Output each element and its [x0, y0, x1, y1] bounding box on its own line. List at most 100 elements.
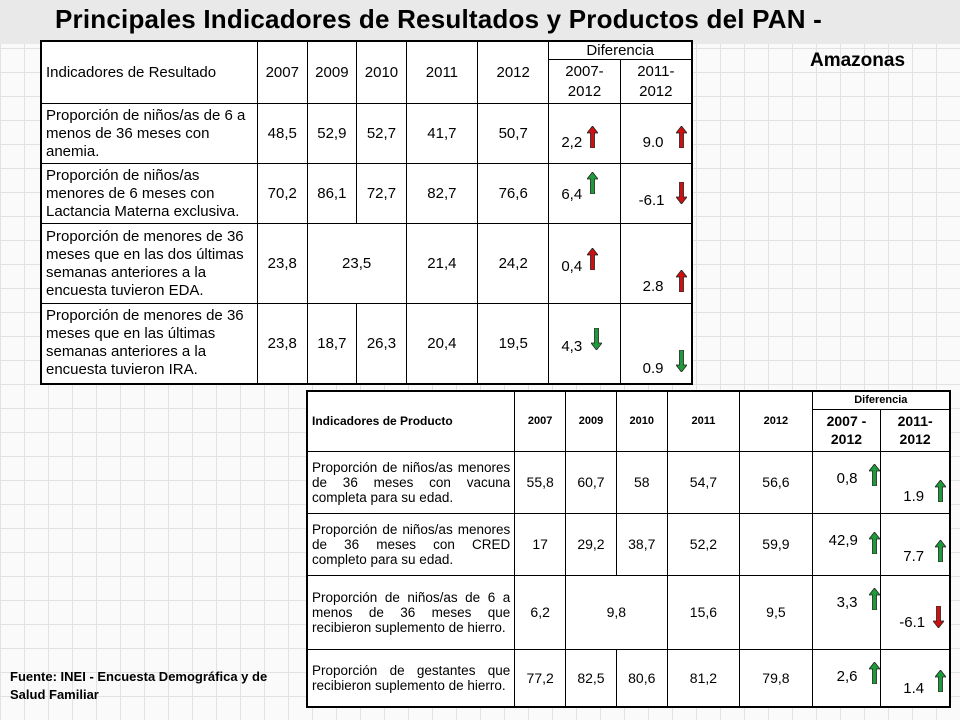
value-2007: 70,2 [256, 163, 308, 224]
up-green-icon [868, 463, 880, 486]
diff-value: 1.4 [903, 679, 925, 697]
diff-cell: 0.9 [619, 303, 693, 384]
diff-value: 0.9 [642, 360, 664, 377]
diff-value: 42,9 [828, 531, 858, 549]
value-2011: 20,4 [405, 303, 479, 384]
page-title: Principales Indicadores de Resultados y … [55, 4, 822, 34]
value-2007: 23,8 [256, 303, 308, 384]
value-2010: 52,7 [356, 103, 407, 164]
indicator-cell: Proporción de niños/as menores de 6 mese… [40, 163, 258, 224]
value-2011: 15,6 [666, 574, 741, 650]
value-2012: 19,5 [477, 303, 550, 384]
up-green-icon [935, 479, 947, 502]
header-indicator: Indicadores de Producto [306, 390, 516, 452]
diff-cell: 6,4 [548, 163, 621, 224]
value-2011: 52,2 [666, 512, 741, 576]
diff-cell: 0,4 [548, 223, 621, 304]
indicator-cell: Proporción de niños/as de 6 a menos de 3… [306, 574, 516, 650]
diff-cell: 0,8 [811, 450, 882, 514]
diff-value: 6,4 [561, 186, 583, 203]
diff-value: 2,6 [836, 667, 858, 685]
up-green-icon [868, 531, 880, 554]
diff-cell: 2,2 [548, 103, 621, 164]
value-2011: 21,4 [405, 223, 479, 304]
source-note: Fuente: INEI - Encuesta Demográfica y de… [10, 669, 268, 702]
down-red-icon [933, 605, 945, 628]
diff-cell: 9.0 [619, 103, 693, 164]
value-2011: 41,7 [405, 103, 479, 164]
value-2010: 26,3 [356, 303, 407, 384]
diff-value: 3,3 [836, 593, 858, 611]
diff-value: 1.9 [903, 487, 925, 505]
value-2009: 86,1 [306, 163, 358, 224]
indicator-cell: Proporción de menores de 36 meses que en… [40, 223, 258, 304]
value-2011: 81,2 [666, 648, 741, 708]
up-green-icon [868, 661, 880, 684]
diff-cell: 2,6 [811, 648, 882, 708]
diff-cell: -6.1 [619, 163, 693, 224]
header-diff-2011-2012: 2011- 2012 [880, 408, 951, 452]
header-2009: 2009 [565, 390, 617, 452]
value-2012: 79,8 [739, 648, 813, 708]
value-2012: 59,9 [739, 512, 813, 576]
value-2009-2010: 23,5 [306, 223, 407, 304]
indicator-cell: Proporción de gestantes que recibieron s… [306, 648, 516, 708]
value-2012: 50,7 [477, 103, 550, 164]
value-2010: 80,6 [615, 648, 668, 708]
header-2012: 2012 [477, 40, 550, 104]
header-2011: 2011 [666, 390, 741, 452]
value-2009: 82,5 [565, 648, 617, 708]
up-red-icon [675, 270, 687, 292]
diff-cell: -6.1 [880, 574, 951, 650]
value-2007: 48,5 [256, 103, 308, 164]
diff-cell: 1.4 [880, 648, 951, 708]
header-2009: 2009 [306, 40, 358, 104]
value-2012: 56,6 [739, 450, 813, 514]
up-green-icon [935, 669, 947, 692]
header-diff-2011-2012: 2011- 2012 [619, 59, 693, 104]
result-row: Proporción de menores de 36 meses que en… [40, 303, 693, 384]
header-2010: 2010 [356, 40, 407, 104]
value-2007: 77,2 [514, 648, 567, 708]
product-row: Proporción de niños/as menores de 36 mes… [306, 450, 951, 514]
diff-cell: 2.8 [619, 223, 693, 304]
up-green-icon [587, 172, 599, 194]
result-row: Proporción de niños/as de 6 a menos de 3… [40, 103, 693, 164]
up-red-icon [675, 126, 687, 148]
up-red-icon [587, 248, 599, 270]
diff-value: 7.7 [903, 547, 925, 565]
header-difference: Diferencia [548, 40, 693, 60]
value-2009: 60,7 [565, 450, 617, 514]
diff-value: 2.8 [642, 278, 664, 295]
value-2007: 6,2 [514, 574, 567, 650]
value-2007: 55,8 [514, 450, 567, 514]
diff-cell: 7.7 [880, 512, 951, 576]
indicator-cell: Proporción de menores de 36 meses que en… [40, 303, 258, 384]
value-2007: 17 [514, 512, 567, 576]
diff-value: -6.1 [638, 192, 665, 209]
up-green-icon [868, 587, 880, 610]
diff-value: 9.0 [642, 134, 664, 151]
up-green-icon [935, 539, 947, 562]
header-2007: 2007 [514, 390, 567, 452]
value-2010: 72,7 [356, 163, 407, 224]
value-2012: 9,5 [739, 574, 813, 650]
region-label: Amazonas [810, 50, 906, 71]
diff-value: 2,2 [561, 134, 583, 151]
diff-cell: 4,3 [548, 303, 621, 384]
value-2010: 38,7 [615, 512, 668, 576]
value-2010: 58 [615, 450, 668, 514]
value-2009-2010: 9,8 [565, 574, 668, 650]
indicator-cell: Proporción de niños/as menores de 36 mes… [306, 450, 516, 514]
down-red-icon [675, 182, 687, 204]
product-row: Proporción de niños/as de 6 a menos de 3… [306, 574, 951, 650]
diff-value: 0,4 [561, 258, 583, 275]
title-bar [0, 0, 960, 44]
down-green-icon [591, 328, 603, 350]
indicator-cell: Proporción de niños/as menores de 36 mes… [306, 512, 516, 576]
diff-cell: 1.9 [880, 450, 951, 514]
value-2009: 29,2 [565, 512, 617, 576]
up-red-icon [587, 126, 599, 148]
value-2009: 18,7 [306, 303, 358, 384]
header-2007: 2007 [256, 40, 308, 104]
